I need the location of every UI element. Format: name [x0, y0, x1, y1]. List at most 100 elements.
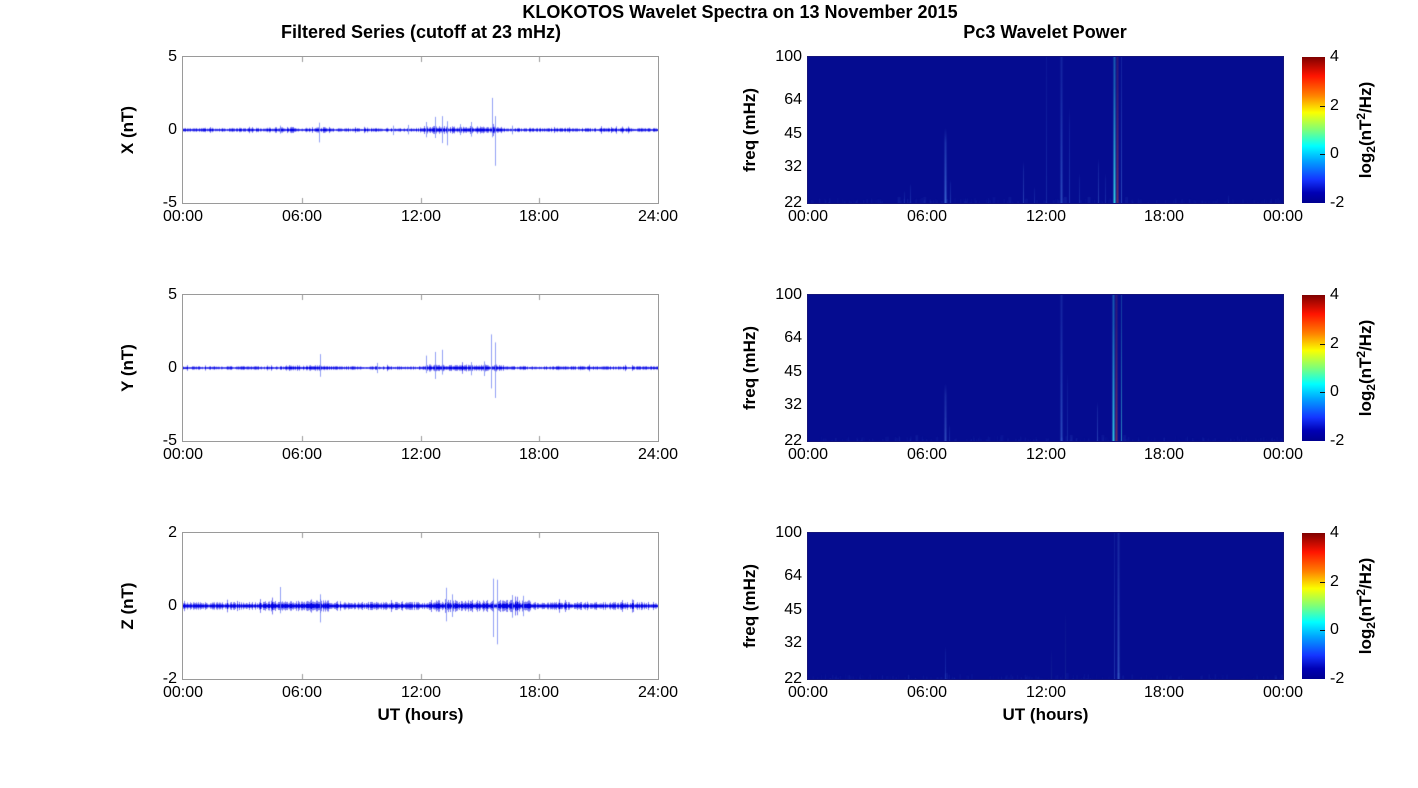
- colorbar-label-suffix: /Hz): [1356, 557, 1375, 589]
- x-axis-tick-label: 12:00: [1025, 208, 1067, 225]
- colorbar-tick-label: 4: [1330, 48, 1339, 65]
- main-title: KLOKOTOS Wavelet Spectra on 13 November …: [522, 2, 958, 22]
- x-axis-tick-label: 24:00: [637, 208, 679, 225]
- colorbar-tick-label: 0: [1330, 383, 1339, 400]
- x-axis-tick-label: 18:00: [1143, 208, 1185, 225]
- colorbar-tick-mark: [1320, 106, 1325, 107]
- colorbar-label-suffix: /Hz): [1356, 81, 1375, 113]
- y-axis-tick-label: 22: [784, 194, 802, 211]
- panel-y-series: [182, 294, 659, 442]
- x-axis-label: UT (hours): [1002, 705, 1089, 724]
- colorbar-label-superscript: 2: [1354, 588, 1368, 596]
- panel-y-wavelet-power: [807, 294, 1284, 442]
- y-series-plot: [183, 295, 658, 441]
- y-axis-tick-label: 32: [784, 158, 802, 175]
- colorbar: [1302, 533, 1325, 679]
- right-column-title: Pc3 Wavelet Power: [963, 22, 1127, 42]
- z-wavelet-spectrogram: [808, 533, 1283, 679]
- colorbar-label: log2(nT2/Hz): [1354, 82, 1378, 178]
- y-axis-tick-label: 0: [168, 121, 177, 138]
- colorbar-tick-label: 2: [1330, 335, 1339, 352]
- x-wavelet-spectrogram: [808, 57, 1283, 203]
- y-axis-tick-label: 0: [168, 597, 177, 614]
- colorbar-label-prefix: log: [1356, 628, 1375, 655]
- x-axis-tick-label: 00:00: [1262, 208, 1304, 225]
- x-axis-tick-label: 12:00: [400, 208, 442, 225]
- y-axis-tick-label: 45: [784, 125, 802, 142]
- y-axis-tick-label: 32: [784, 396, 802, 413]
- colorbar-label-subscript: 2: [1364, 384, 1378, 391]
- y-axis-tick-label: -5: [162, 194, 177, 211]
- y-axis-label: Z (nT): [118, 582, 137, 630]
- x-axis-tick-label: 00:00: [787, 208, 829, 225]
- x-axis-tick-label: 00:00: [162, 684, 204, 701]
- colorbar-tick-label: -2: [1330, 432, 1345, 449]
- colorbar-tick-mark: [1320, 392, 1325, 393]
- y-axis-tick-label: -2: [162, 670, 177, 687]
- y-axis-tick-label: 5: [168, 48, 177, 65]
- colorbar-tick-label: 4: [1330, 524, 1339, 541]
- y-axis-tick-label: 2: [168, 524, 177, 541]
- x-axis-tick-label: 06:00: [281, 684, 323, 701]
- x-axis-tick-label: 06:00: [281, 446, 323, 463]
- colorbar-tick-mark: [1320, 344, 1325, 345]
- y-axis-tick-label: 64: [784, 91, 802, 108]
- x-axis-tick-label: 00:00: [162, 208, 204, 225]
- y-axis-label: X (nT): [118, 105, 137, 155]
- z-series-plot: [183, 533, 658, 679]
- colorbar-tick-label: 4: [1330, 286, 1339, 303]
- x-axis-tick-label: 18:00: [518, 208, 560, 225]
- x-axis-tick-label: 06:00: [906, 208, 948, 225]
- y-axis-tick-label: 22: [784, 432, 802, 449]
- y-axis-label: freq (mHz): [740, 563, 759, 649]
- colorbar-label-subscript: 2: [1364, 622, 1378, 629]
- y-wavelet-spectrogram: [808, 295, 1283, 441]
- x-axis-tick-label: 18:00: [518, 446, 560, 463]
- y-axis-tick-label: 64: [784, 329, 802, 346]
- x-axis-tick-label: 00:00: [1262, 684, 1304, 701]
- x-axis-tick-label: 00:00: [162, 446, 204, 463]
- left-column-title: Filtered Series (cutoff at 23 mHz): [280, 22, 562, 42]
- colorbar-label-prefix: log: [1356, 152, 1375, 179]
- x-axis-tick-label: 18:00: [1143, 684, 1185, 701]
- colorbar-label: log2(nT2/Hz): [1354, 558, 1378, 654]
- colorbar-tick-label: -2: [1330, 194, 1345, 211]
- y-axis-tick-label: 5: [168, 286, 177, 303]
- x-axis-tick-label: 00:00: [1262, 446, 1304, 463]
- y-axis-label: freq (mHz): [740, 87, 759, 173]
- y-axis-tick-label: 45: [784, 601, 802, 618]
- y-axis-tick-label: 0: [168, 359, 177, 376]
- y-axis-tick-label: -5: [162, 432, 177, 449]
- y-axis-tick-label: 100: [775, 48, 802, 65]
- y-axis-tick-label: 22: [784, 670, 802, 687]
- colorbar: [1302, 295, 1325, 441]
- x-axis-tick-label: 06:00: [281, 208, 323, 225]
- colorbar-tick-mark: [1320, 582, 1325, 583]
- colorbar-label-superscript: 2: [1354, 350, 1368, 358]
- x-axis-tick-label: 12:00: [1025, 446, 1067, 463]
- x-axis-tick-label: 24:00: [637, 446, 679, 463]
- colorbar-tick-mark: [1320, 154, 1325, 155]
- colorbar-tick-mark: [1320, 630, 1325, 631]
- colorbar-tick-label: -2: [1330, 670, 1345, 687]
- panel-x-series: [182, 56, 659, 204]
- x-axis-label: UT (hours): [377, 705, 464, 724]
- colorbar-tick-label: 2: [1330, 97, 1339, 114]
- x-axis-tick-label: 12:00: [400, 446, 442, 463]
- colorbar-label: log2(nT2/Hz): [1354, 320, 1378, 416]
- x-axis-tick-label: 24:00: [637, 684, 679, 701]
- colorbar-label-suffix: /Hz): [1356, 319, 1375, 351]
- y-axis-label: freq (mHz): [740, 325, 759, 411]
- panel-x-wavelet-power: [807, 56, 1284, 204]
- colorbar-label-prefix: log: [1356, 390, 1375, 417]
- colorbar: [1302, 57, 1325, 203]
- y-axis-tick-label: 64: [784, 567, 802, 584]
- y-axis-tick-label: 100: [775, 286, 802, 303]
- x-axis-tick-label: 18:00: [1143, 446, 1185, 463]
- colorbar-label-superscript: 2: [1354, 112, 1368, 120]
- colorbar-label-mid: (nT: [1356, 357, 1375, 385]
- x-axis-tick-label: 06:00: [906, 684, 948, 701]
- x-series-plot: [183, 57, 658, 203]
- x-axis-tick-label: 06:00: [906, 446, 948, 463]
